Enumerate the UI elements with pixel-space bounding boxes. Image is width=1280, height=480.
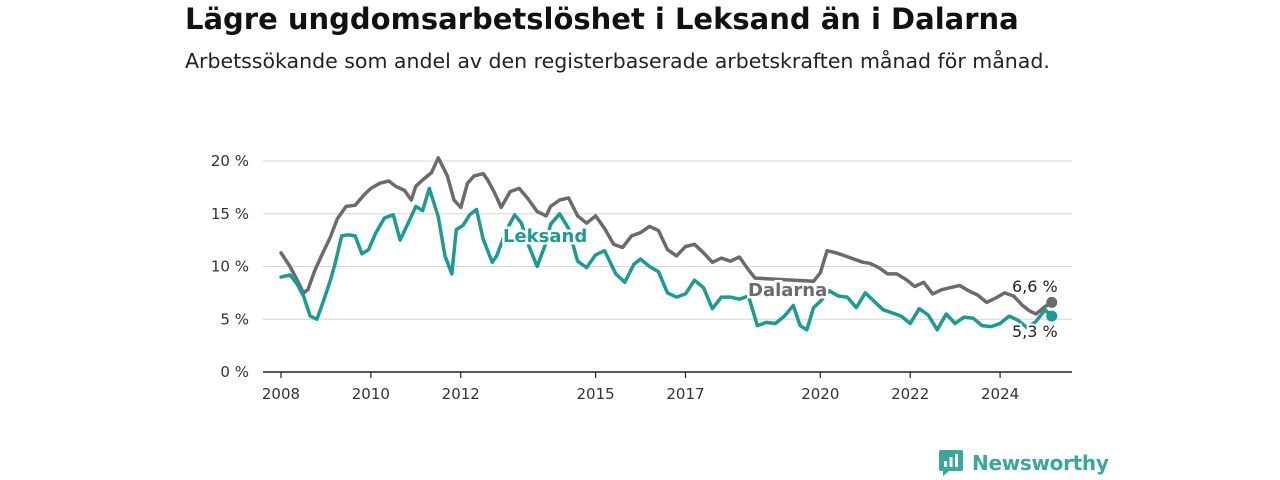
series-lines <box>279 156 1058 332</box>
series-label-dalarna: Dalarna <box>748 280 827 301</box>
series-labels: Leksand Dalarna 6,6 % 5,3 % <box>501 224 1060 344</box>
x-tick-label: 2010 <box>352 385 390 403</box>
series-label-leksand: Leksand <box>503 226 587 247</box>
x-tick-label: 2008 <box>262 385 300 403</box>
x-tick-label: 2024 <box>981 385 1019 403</box>
series-line-leksand <box>279 186 1054 332</box>
chart-title: Lägre ungdomsarbetslöshet i Leksand än i… <box>185 2 1019 36</box>
x-tick-label: 2015 <box>576 385 614 403</box>
x-tick-label: 2012 <box>442 385 480 403</box>
end-point-leksand <box>1046 310 1058 322</box>
end-point-dalarna <box>1046 296 1058 308</box>
newsworthy-logo-icon <box>939 450 963 476</box>
x-tick-label: 2017 <box>666 385 704 403</box>
x-tick-label: 2022 <box>891 385 929 403</box>
y-tick-label: 5 % <box>220 310 249 328</box>
y-axis-ticks: 0 % 5 % 10 % 15 % 20 % <box>211 152 249 381</box>
brand-name: Newsworthy <box>972 451 1109 475</box>
y-tick-label: 10 % <box>211 258 249 276</box>
y-tick-label: 15 % <box>211 205 249 223</box>
chart-subtitle: Arbetssökande som andel av den registerb… <box>185 49 1050 73</box>
series-line-dalarna <box>279 156 1054 316</box>
end-label-leksand: 5,3 % <box>1012 322 1058 341</box>
y-tick-label: 20 % <box>211 152 249 170</box>
x-axis-ticks: 2008 2010 2012 2015 2017 2020 2022 2024 <box>262 372 1019 403</box>
end-label-dalarna: 6,6 % <box>1012 277 1058 296</box>
grid-lines <box>263 160 1072 373</box>
x-tick-label: 2020 <box>801 385 839 403</box>
y-tick-label: 0 % <box>220 363 249 381</box>
newsworthy-logo: Newsworthy <box>938 449 1109 477</box>
